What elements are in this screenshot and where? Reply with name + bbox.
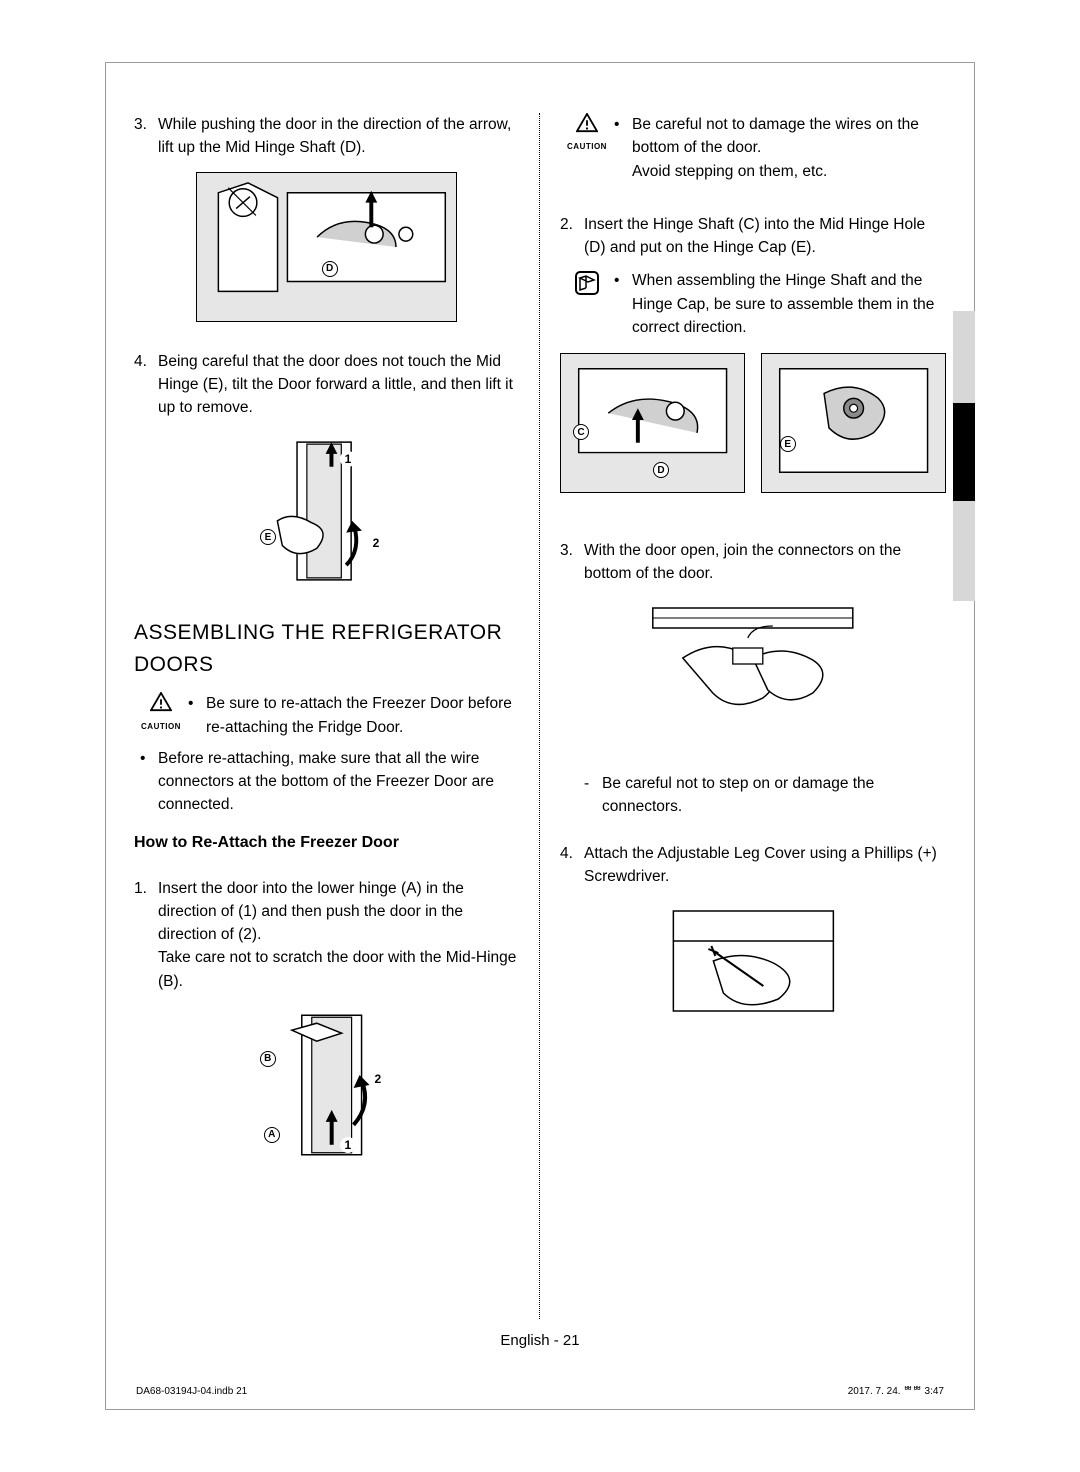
step-number: 4. xyxy=(134,350,158,420)
right-column: CAUTION • Be careful not to damage the w… xyxy=(540,113,952,1319)
caution-label: CAUTION xyxy=(134,721,188,733)
left-column: 3. While pushing the door in the directi… xyxy=(128,113,540,1319)
dash-text: Be careful not to step on or damage the … xyxy=(602,772,946,819)
footer-center: English - 21 xyxy=(106,1332,974,1349)
caution-line-a: Be careful not to damage the wires on th… xyxy=(632,116,919,156)
step-number: 3. xyxy=(560,539,584,586)
footer-left: DA68-03194J-04.indb 21 xyxy=(136,1386,247,1397)
step-number: 4. xyxy=(560,842,584,889)
fig-conn-svg xyxy=(637,598,869,748)
step-number: 1. xyxy=(134,877,158,993)
step-text: Attach the Adjustable Leg Cover using a … xyxy=(584,842,946,889)
section-title: ASSEMBLING THE REFRIGERATOR DOORS xyxy=(134,617,519,680)
caution-right-bullet: • Be careful not to damage the wires on … xyxy=(614,113,946,183)
note-bullet: • When assembling the Hinge Shaft and th… xyxy=(614,269,946,339)
note-text: When assembling the Hinge Shaft and the … xyxy=(632,269,946,339)
label-1: 1 xyxy=(340,1137,356,1153)
caution-bullet-2: • Before re-attaching, make sure that al… xyxy=(140,747,519,817)
step-text: While pushing the door in the direction … xyxy=(158,113,519,160)
fig-e-svg xyxy=(762,354,945,492)
bullet-dot: • xyxy=(140,747,158,817)
bullet-text: Before re-attaching, make sure that all … xyxy=(158,747,519,817)
fig-leg-svg xyxy=(653,901,854,1051)
right-step-2: 2. Insert the Hinge Shaft (C) into the M… xyxy=(560,213,946,260)
note-text-wrap: • When assembling the Hinge Shaft and th… xyxy=(614,269,946,339)
bullet-text: Be sure to re-attach the Freezer Door be… xyxy=(206,692,519,739)
figure-hinge-e: E xyxy=(761,353,946,493)
label-d: D xyxy=(653,462,669,478)
figure-leg-cover xyxy=(653,901,854,1051)
caution-text-right: • Be careful not to damage the wires on … xyxy=(614,113,946,183)
note-icon xyxy=(575,271,599,295)
side-tab-active xyxy=(953,403,975,501)
sub-title: How to Re-Attach the Freezer Door xyxy=(134,831,519,855)
bullet-dot: • xyxy=(614,269,632,339)
right-step-3: 3. With the door open, join the connecto… xyxy=(560,539,946,586)
label-b: B xyxy=(260,1051,276,1067)
figure-pair-hinge: C D E xyxy=(560,353,946,493)
step-number: 2. xyxy=(560,213,584,260)
figure-hinge-cd: C D xyxy=(560,353,745,493)
step-text: With the door open, join the connectors … xyxy=(584,539,946,586)
caution-text: • Be sure to re-attach the Freezer Door … xyxy=(188,692,519,739)
step-text: Insert the door into the lower hinge (A)… xyxy=(158,877,519,993)
bullet-text: Be careful not to damage the wires on th… xyxy=(632,113,946,183)
figure-reattach-freezer: B A 1 2 xyxy=(242,1005,411,1165)
fig2-svg xyxy=(238,431,415,591)
bullet-dot: • xyxy=(188,692,206,739)
step-text: Being careful that the door does not tou… xyxy=(158,350,519,420)
caution-icon-wrap: CAUTION xyxy=(560,113,614,183)
caution-label: CAUTION xyxy=(560,141,614,153)
page-frame: SETTING UP 3. While pushing the door in … xyxy=(105,62,975,1410)
label-d: D xyxy=(322,261,338,277)
label-c: C xyxy=(573,424,589,440)
figure-connectors xyxy=(637,598,869,748)
caution-bullet-1: • Be sure to re-attach the Freezer Door … xyxy=(188,692,519,739)
step1-line-b: Take care not to scratch the door with t… xyxy=(158,949,516,989)
left-reattach-step-1: 1. Insert the door into the lower hinge … xyxy=(134,877,519,993)
footer-right: 2017. 7. 24. ᄈᄈ 3:47 xyxy=(848,1382,944,1397)
caution-block-right: CAUTION • Be careful not to damage the w… xyxy=(560,113,946,183)
label-2: 2 xyxy=(370,1071,386,1087)
step-text: Insert the Hinge Shaft (C) into the Mid … xyxy=(584,213,946,260)
content-columns: 3. While pushing the door in the directi… xyxy=(128,113,952,1319)
figure-hinge-shaft-d: D xyxy=(196,172,458,322)
dash: - xyxy=(584,772,602,819)
fig1-svg xyxy=(197,173,457,321)
label-e: E xyxy=(780,436,796,452)
caution-icon xyxy=(150,692,172,712)
caution-block: CAUTION • Be sure to re-attach the Freez… xyxy=(134,692,519,739)
note-block: • When assembling the Hinge Shaft and th… xyxy=(560,269,946,339)
caution-icon-wrap: CAUTION xyxy=(134,692,188,739)
caution-line-b: Avoid stepping on them, etc. xyxy=(632,163,827,180)
note-icon-wrap xyxy=(560,269,614,339)
figure-remove-door: E 1 2 xyxy=(238,431,415,591)
step-number: 3. xyxy=(134,113,158,160)
left-step-3: 3. While pushing the door in the directi… xyxy=(134,113,519,160)
bullet-dot: • xyxy=(614,113,632,183)
step1-line-a: Insert the door into the lower hinge (A)… xyxy=(158,880,464,944)
dash-note: - Be careful not to step on or damage th… xyxy=(584,772,946,819)
caution-icon xyxy=(576,113,598,133)
left-step-4: 4. Being careful that the door does not … xyxy=(134,350,519,420)
label-a: A xyxy=(264,1127,280,1143)
right-step-4: 4. Attach the Adjustable Leg Cover using… xyxy=(560,842,946,889)
